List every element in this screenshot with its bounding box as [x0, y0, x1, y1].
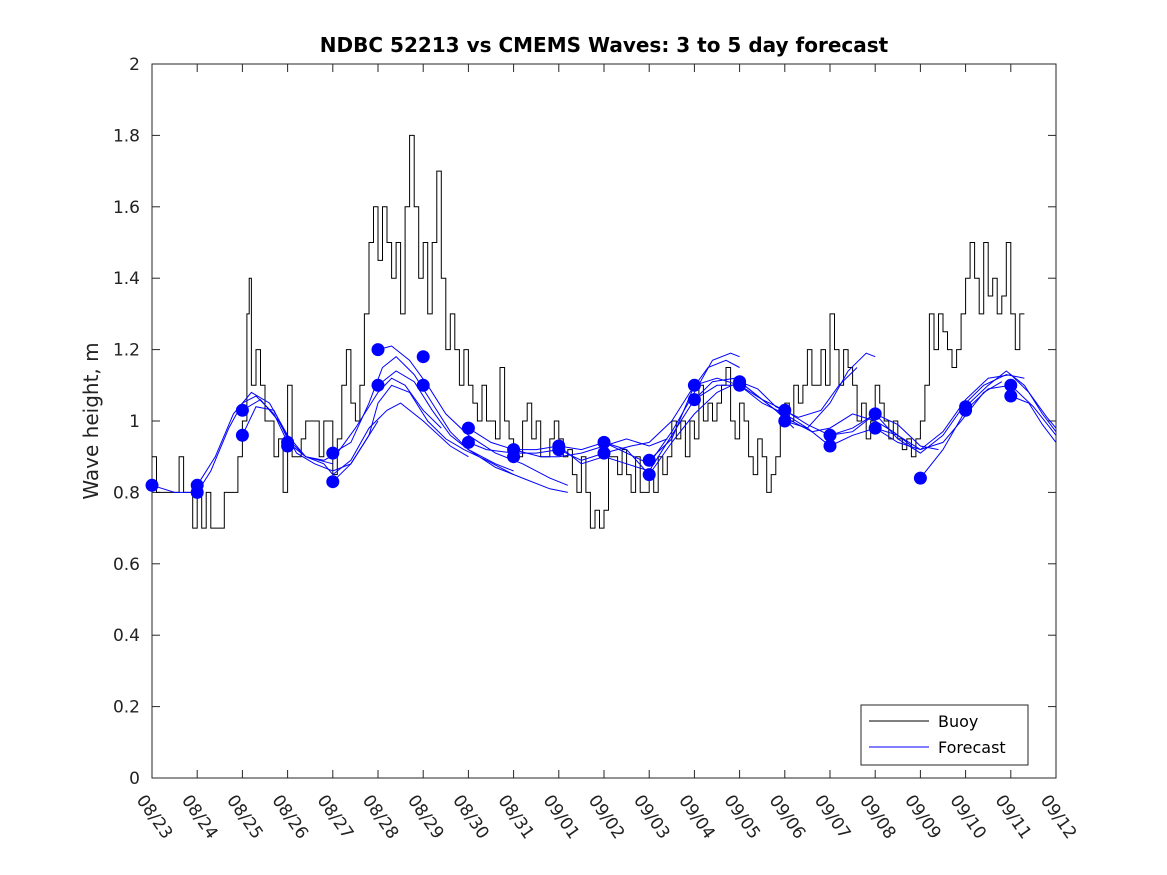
forecast-run-line [1010, 395, 1057, 443]
forecast-start-marker [597, 435, 611, 449]
y-tick-label: 0.8 [113, 483, 140, 503]
forecast-start-marker [235, 428, 249, 442]
forecast-start-marker [1004, 389, 1018, 403]
legend-forecast-label: Forecast [938, 738, 1006, 757]
forecast-start-marker [687, 378, 701, 392]
forecast-start-marker [868, 421, 882, 435]
forecast-start-marker [326, 446, 340, 460]
forecast-start-marker [371, 343, 385, 357]
forecast-start-marker [959, 403, 973, 417]
y-tick-label: 1.2 [113, 341, 140, 361]
y-tick-label: 0.4 [113, 626, 140, 646]
forecast-run-line [377, 345, 568, 486]
forecast-start-marker [326, 475, 340, 489]
y-axis: 0 0.2 0.4 0.6 0.8 1 1.2 1.4 1.6 1.8 2 [113, 55, 1056, 789]
forecast-start-marker [371, 378, 385, 392]
forecast-start-marker [235, 403, 249, 417]
y-axis-label: Wave height, m [79, 342, 103, 499]
forecast-start-marker [778, 414, 792, 428]
forecast-run-line [920, 384, 1057, 479]
forecast-run-line [332, 384, 514, 483]
forecast-start-marker [642, 453, 656, 467]
y-tick-label: 1.8 [113, 126, 140, 146]
forecast-markers [145, 343, 1018, 499]
forecast-start-marker [416, 350, 430, 364]
y-tick-label: 0.6 [113, 555, 140, 575]
legend-box [860, 704, 1029, 766]
legend-buoy-label: Buoy [938, 712, 978, 731]
forecast-start-marker [507, 450, 521, 464]
forecast-start-marker [281, 439, 295, 453]
forecast-run-line [874, 374, 1057, 451]
forecast-start-marker [190, 485, 204, 499]
forecast-start-marker [642, 468, 656, 482]
y-tick-label: 1.6 [113, 198, 140, 218]
y-tick-label: 2 [129, 55, 140, 75]
forecast-start-marker [552, 443, 566, 457]
forecast-run-line [287, 402, 469, 476]
forecast-run-line [332, 356, 514, 472]
forecast-run-line [965, 370, 1057, 433]
forecast-start-marker [1004, 378, 1018, 392]
forecast-start-marker [416, 378, 430, 392]
legend: Buoy Forecast [860, 704, 1029, 766]
forecast-start-marker [461, 421, 475, 435]
y-tick-label: 1.4 [113, 269, 140, 289]
forecast-start-marker [868, 407, 882, 421]
y-tick-label: 1 [129, 412, 140, 432]
forecast-start-marker [145, 478, 159, 492]
forecast-run-line [739, 381, 939, 451]
y-tick-label: 0 [129, 769, 140, 789]
forecast-start-marker [597, 446, 611, 460]
forecast-start-marker [823, 439, 837, 453]
y-tick-label: 0.2 [113, 698, 140, 718]
forecast-start-marker [778, 403, 792, 417]
chart-title: NDBC 52213 vs CMEMS Waves: 3 to 5 day fo… [320, 33, 889, 57]
plot-area [151, 63, 1057, 779]
forecast-start-marker [687, 393, 701, 407]
forecast-start-marker [913, 471, 927, 485]
forecast-start-marker [823, 428, 837, 442]
forecast-run-line [377, 370, 568, 493]
forecast-start-marker [461, 435, 475, 449]
forecast-start-marker [733, 378, 747, 392]
